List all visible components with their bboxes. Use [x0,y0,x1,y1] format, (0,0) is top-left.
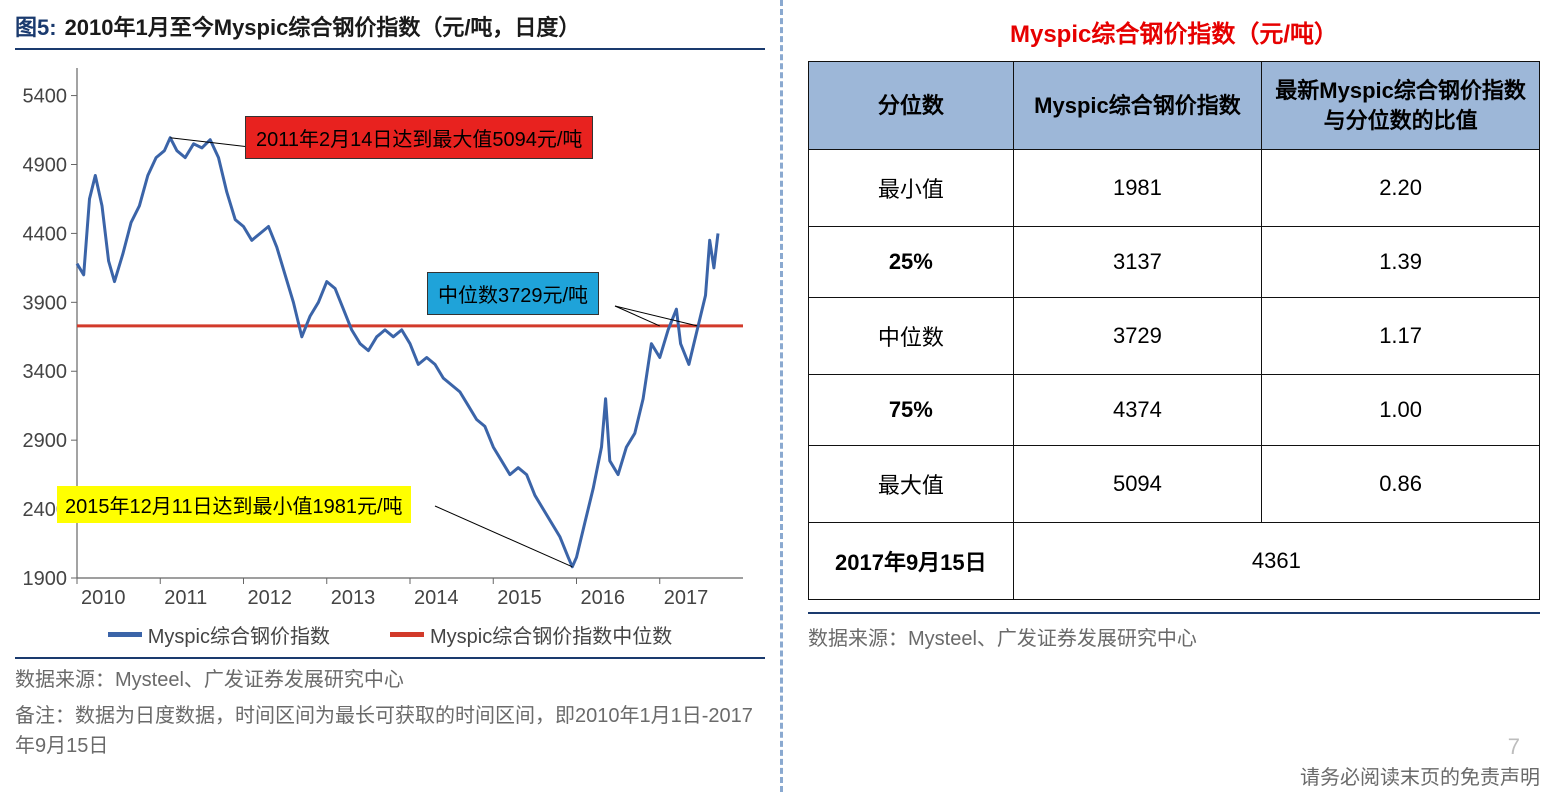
svg-text:2010: 2010 [81,587,126,609]
table-row: 75%43741.00 [809,375,1540,446]
col-header-1: Myspic综合钢价指数 [1013,62,1262,150]
annotation-median: 中位数3729元/吨 [427,272,599,315]
svg-text:2012: 2012 [248,587,293,609]
legend-swatch-series [108,632,142,637]
table-footer-row: 2017年9月15日4361 [809,523,1540,600]
svg-text:2013: 2013 [331,587,376,609]
svg-text:2011: 2011 [164,587,207,609]
chart-note: 备注：数据为日度数据，时间区间为最长可获取的时间区间，即2010年1月1日-20… [15,701,765,761]
footer-value: 4361 [1013,523,1539,600]
row-value-2: 1.39 [1262,227,1540,298]
row-label: 75% [809,375,1014,446]
table-row: 中位数37291.17 [809,298,1540,375]
legend-item-median: Myspic综合钢价指数中位数 [390,620,672,649]
row-value-2: 0.86 [1262,446,1540,523]
col-header-2: 最新Myspic综合钢价指数与分位数的比值 [1262,62,1540,150]
legend-swatch-median [390,632,424,637]
svg-text:1900: 1900 [23,568,68,590]
table-source: 数据来源：Mysteel、广发证券发展研究中心 [808,612,1540,651]
row-label: 25% [809,227,1014,298]
svg-text:2900: 2900 [23,430,68,452]
row-value-2: 1.17 [1262,298,1540,375]
svg-text:4900: 4900 [23,154,68,176]
row-value-1: 4374 [1013,375,1262,446]
percentile-table: 分位数 Myspic综合钢价指数 最新Myspic综合钢价指数与分位数的比值 最… [808,61,1540,600]
page-number: 7 [1508,734,1520,760]
row-value-2: 2.20 [1262,150,1540,227]
table-header-row: 分位数 Myspic综合钢价指数 最新Myspic综合钢价指数与分位数的比值 [809,62,1540,150]
legend-label-median: Myspic综合钢价指数中位数 [430,620,672,649]
row-value-1: 3729 [1013,298,1262,375]
table-row: 最小值19812.20 [809,150,1540,227]
chart-title-prefix: 图5: [15,10,57,42]
chart-area: 1900240029003400390044004900540020102011… [15,58,755,618]
annotation-max: 2011年2月14日达到最大值5094元/吨 [245,116,593,159]
disclaimer: 请务必阅读末页的免责声明 [1300,761,1540,790]
svg-text:3900: 3900 [23,292,68,314]
row-value-1: 1981 [1013,150,1262,227]
annotation-min: 2015年12月11日达到最小值1981元/吨 [57,486,411,523]
svg-text:2015: 2015 [497,587,542,609]
chart-title-text: 2010年1月至今Myspic综合钢价指数（元/吨，日度） [65,10,581,42]
svg-text:2014: 2014 [414,587,459,609]
svg-text:4400: 4400 [23,223,68,245]
table-title: Myspic综合钢价指数（元/吨） [808,14,1540,49]
legend-label-series: Myspic综合钢价指数 [148,620,330,649]
svg-text:2017: 2017 [664,587,709,609]
footer-label: 2017年9月15日 [809,523,1014,600]
table-row: 最大值50940.86 [809,446,1540,523]
row-label: 最小值 [809,150,1014,227]
table-row: 25%31371.39 [809,227,1540,298]
row-value-2: 1.00 [1262,375,1540,446]
legend-item-series: Myspic综合钢价指数 [108,620,330,649]
row-value-1: 5094 [1013,446,1262,523]
svg-text:5400: 5400 [23,86,68,108]
chart-title: 图5: 2010年1月至今Myspic综合钢价指数（元/吨，日度） [15,10,765,50]
col-header-0: 分位数 [809,62,1014,150]
row-value-1: 3137 [1013,227,1262,298]
left-panel: 图5: 2010年1月至今Myspic综合钢价指数（元/吨，日度） 190024… [0,0,780,792]
svg-text:3400: 3400 [23,361,68,383]
row-label: 最大值 [809,446,1014,523]
chart-source: 数据来源：Mysteel、广发证券发展研究中心 [15,665,765,695]
row-label: 中位数 [809,298,1014,375]
svg-text:2016: 2016 [581,587,626,609]
right-panel: Myspic综合钢价指数（元/吨） 分位数 Myspic综合钢价指数 最新Mys… [783,0,1560,792]
chart-legend: Myspic综合钢价指数 Myspic综合钢价指数中位数 [15,620,765,659]
